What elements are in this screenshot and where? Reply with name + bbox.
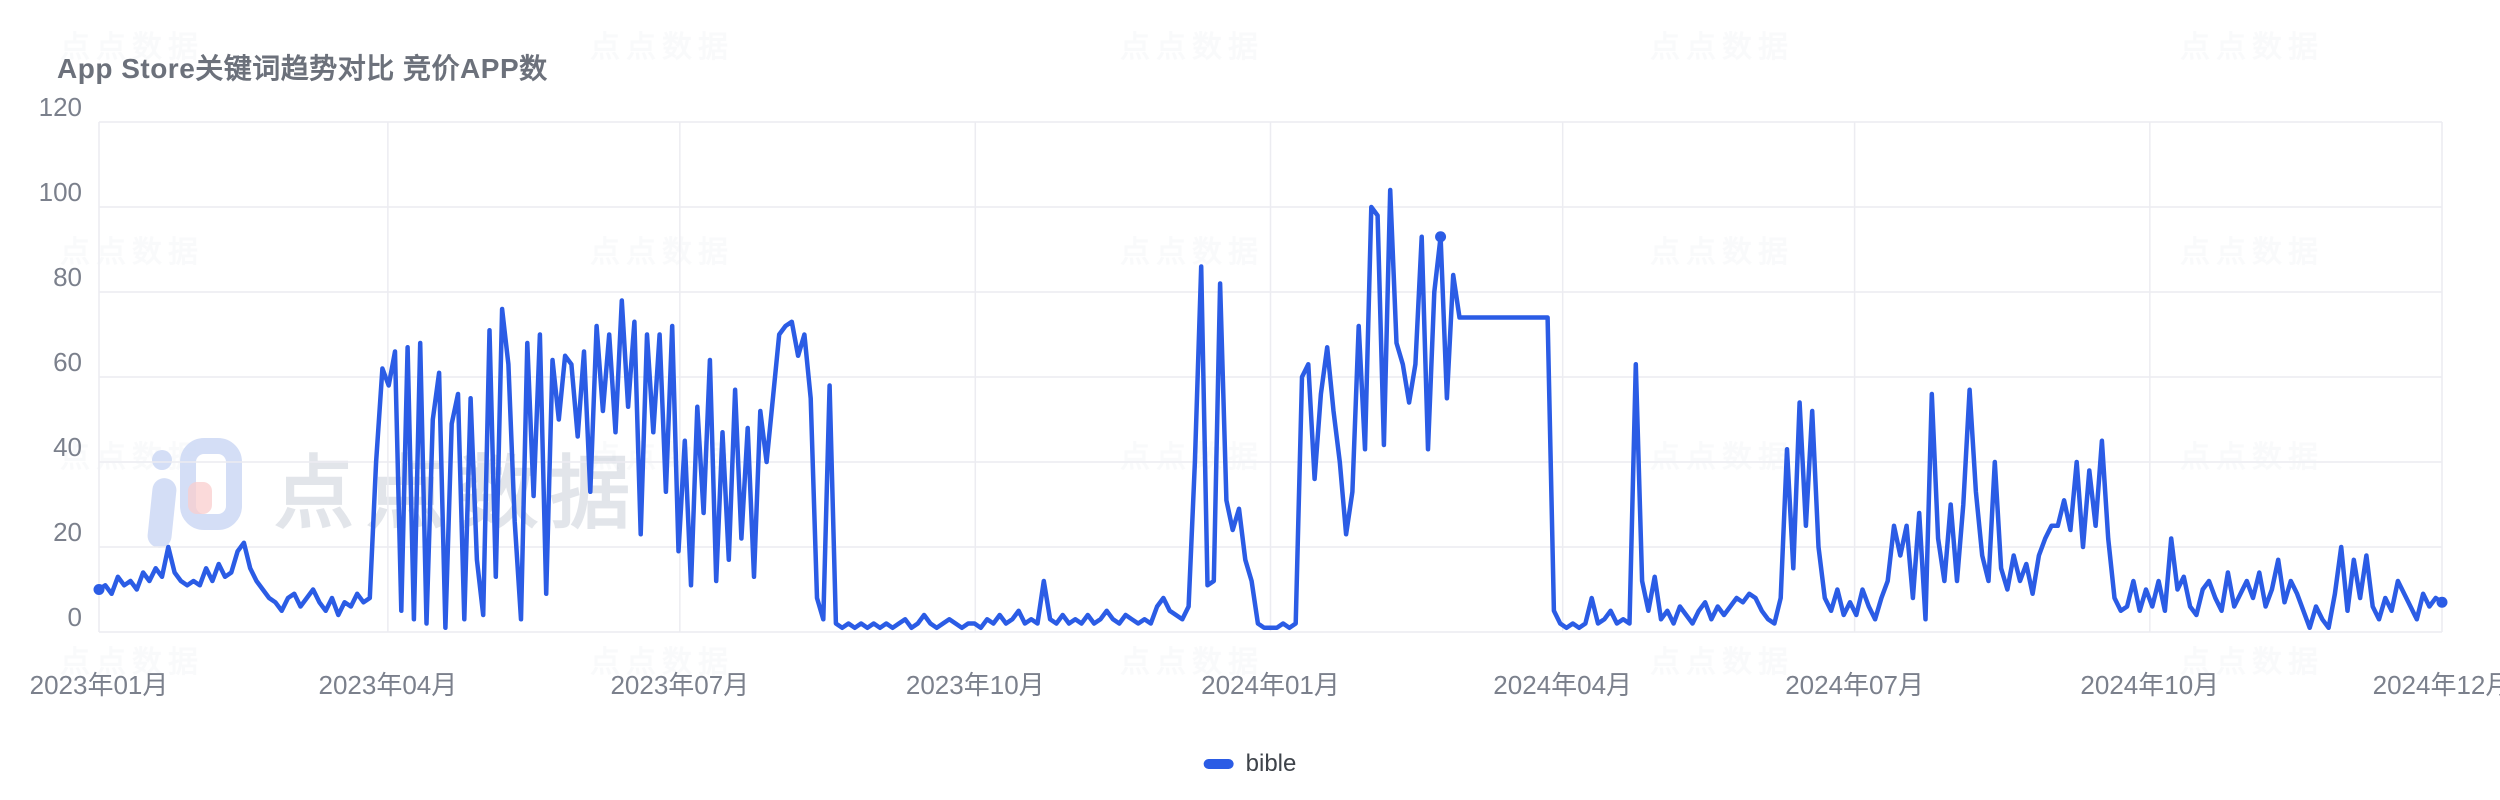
logo-dot-shape [152, 450, 172, 470]
x-axis-tick-label: 2024年07月 [1785, 670, 1924, 700]
tiled-watermark-text: 点点数据 [1650, 637, 1794, 681]
tiled-watermark-text: 点点数据 [590, 637, 734, 681]
tiled-watermark-text: 点点数据 [1650, 22, 1794, 66]
logo-pink-blob-shape [188, 482, 212, 514]
y-axis-tick-label: 100 [38, 177, 82, 207]
y-axis-tick-label: 120 [38, 92, 82, 122]
tiled-watermark-text: 点点数据 [1120, 432, 1264, 476]
tiled-watermark-text: 点点数据 [60, 637, 204, 681]
y-axis-tick-label: 80 [53, 262, 82, 292]
tiled-watermark-text: 点点数据 [2180, 22, 2324, 66]
tiled-watermark-text: 点点数据 [1120, 227, 1264, 271]
trend-line-bible [96, 187, 2445, 631]
data-point-dot [93, 584, 105, 595]
x-axis-tick-label: 2023年04月 [318, 670, 458, 700]
tiled-watermark-text: 点点数据 [1120, 637, 1264, 681]
tiled-watermark-text: 点点数据 [1120, 22, 1264, 66]
legend-marker-icon [1203, 759, 1234, 769]
y-axis-tick-label: 60 [53, 347, 82, 377]
y-axis-tick-label: 40 [53, 432, 82, 462]
x-axis-tick-label: 2023年10月 [905, 670, 1045, 700]
legend-item-bible[interactable]: bible [1203, 750, 1297, 778]
legend-label: bible [1245, 750, 1297, 777]
data-point-dot [2436, 596, 2448, 608]
y-axis-tick-label: 20 [53, 517, 82, 547]
x-axis-tick-label: 2024年10月 [2080, 670, 2220, 700]
data-point-dot [1435, 231, 1447, 243]
x-axis-tick-label: 2024年04月 [1493, 670, 1633, 700]
tiled-watermark-text: 点点数据 [60, 227, 204, 271]
tiled-watermark-text: 点点数据 [2180, 637, 2324, 681]
x-axis-tick-label: 2023年01月 [29, 670, 169, 700]
diandian-logo-icon [146, 438, 260, 550]
tiled-watermark-text: 点点数据 [1650, 432, 1794, 476]
tiled-watermark-text: 点点数据 [60, 432, 204, 476]
tiled-watermark-text: 点点数据 [2180, 227, 2324, 271]
x-axis-tick-label: 2024年01月 [1201, 670, 1340, 700]
tiled-watermark-text: 点点数据 [590, 227, 734, 271]
tiled-watermark-text: 点点数据 [2180, 432, 2324, 476]
tiled-watermark-text: 点点数据 [590, 22, 734, 66]
x-axis-tick-label: 2024年12月 [2372, 670, 2500, 700]
tiled-watermark-text: 点点数据 [60, 22, 204, 66]
y-axis-tick-label: 0 [67, 602, 82, 632]
x-axis-tick-label: 2023年07月 [610, 670, 750, 700]
chart-title: App Store关键词趋势对比 竞价APP数 [57, 53, 548, 84]
tiled-watermark-text: 点点数据 [1650, 227, 1794, 271]
